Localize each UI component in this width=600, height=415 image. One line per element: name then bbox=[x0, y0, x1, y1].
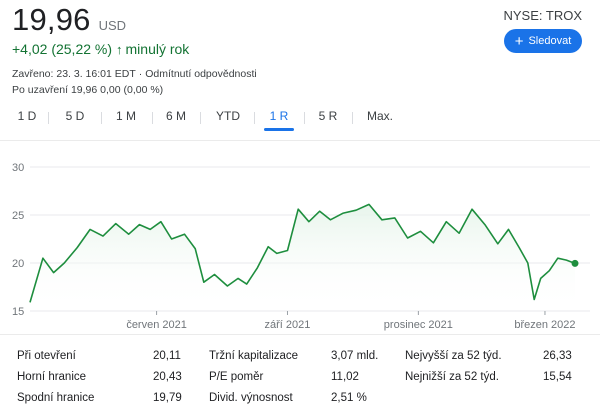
closed-time: Zavřeno: 23. 3. 16:01 EDT bbox=[12, 68, 136, 80]
tab-divider bbox=[304, 112, 305, 124]
tab-5r[interactable]: 5 R bbox=[318, 109, 338, 123]
tab-1m[interactable]: 1 M bbox=[115, 109, 137, 123]
currency-label: USD bbox=[98, 18, 127, 33]
price-chart[interactable]: červen 2021 září 2021 prosinec 2021 březen … bbox=[0, 150, 600, 340]
x-tick-label: prosinec 2021 bbox=[384, 319, 453, 331]
tab-divider bbox=[101, 112, 102, 124]
stat-low-value: 19,79 bbox=[153, 392, 182, 404]
divider-line bbox=[0, 140, 600, 141]
x-tick-label: červen 2021 bbox=[126, 319, 187, 331]
follow-label: Sledovat bbox=[528, 35, 572, 47]
current-price-dot bbox=[571, 259, 579, 267]
stat-dividend-label: Divid. výnosnost bbox=[209, 392, 293, 404]
stat-52w-low-value: 15,54 bbox=[543, 371, 572, 383]
price-row: 19,96 USD bbox=[12, 2, 126, 38]
tab-6m[interactable]: 6 M bbox=[165, 109, 187, 123]
stat-open-value: 20,11 bbox=[153, 350, 181, 362]
arrow-up-icon: ↑ bbox=[116, 41, 123, 57]
y-tick-label: 15 bbox=[12, 306, 24, 318]
change-period: minulý rok bbox=[125, 41, 190, 57]
tab-divider bbox=[152, 112, 153, 124]
current-price: 19,96 bbox=[12, 2, 91, 37]
disclaimer-link[interactable]: Odmítnutí odpovědnosti bbox=[145, 68, 257, 80]
price-change: +4,02 (25,22 %) ↑ minulý rok bbox=[12, 41, 189, 57]
price-line bbox=[29, 203, 576, 303]
market-status: Zavřeno: 23. 3. 16:01 EDT · Odmítnutí odpo… bbox=[12, 68, 257, 80]
tab-1r[interactable]: 1 R bbox=[269, 109, 289, 123]
stat-52w-high-value: 26,33 bbox=[543, 350, 572, 362]
ticker-symbol: NYSE: TROX bbox=[503, 8, 582, 23]
stat-market-cap-label: Tržní kapitalizace bbox=[209, 350, 299, 362]
tab-max[interactable]: Max. bbox=[366, 109, 394, 123]
stat-52w-high-label: Nejvyšší za 52 týd. bbox=[405, 350, 502, 362]
active-tab-indicator bbox=[264, 128, 294, 131]
stat-low-label: Spodní hranice bbox=[17, 392, 95, 404]
y-tick-label: 20 bbox=[12, 258, 24, 270]
tab-divider bbox=[48, 112, 49, 124]
x-tick-label: březen 2022 bbox=[514, 319, 575, 331]
after-hours-price: Po uzavření 19,96 0,00 (0,00 %) bbox=[12, 84, 164, 96]
stat-open-label: Při otevření bbox=[17, 350, 76, 362]
tab-divider bbox=[254, 112, 255, 124]
stat-market-cap-value: 3,07 mld. bbox=[331, 350, 379, 362]
tab-ytd[interactable]: YTD bbox=[216, 109, 240, 123]
price-area bbox=[30, 204, 575, 311]
tab-divider bbox=[352, 112, 353, 124]
tab-divider bbox=[200, 112, 201, 124]
y-tick-label: 30 bbox=[12, 162, 24, 174]
stat-pe-value: 11,02 bbox=[331, 371, 359, 383]
plus-icon: + bbox=[514, 32, 524, 50]
y-tick-label: 25 bbox=[12, 210, 24, 222]
follow-button[interactable]: + Sledovat bbox=[504, 29, 582, 53]
stat-dividend-value: 2,51 % bbox=[331, 392, 367, 404]
change-value: +4,02 (25,22 %) bbox=[12, 41, 113, 57]
tab-1d[interactable]: 1 D bbox=[17, 109, 37, 123]
tab-5d[interactable]: 5 D bbox=[65, 109, 85, 123]
divider-line bbox=[0, 334, 600, 335]
stat-high-value: 20,43 bbox=[153, 371, 182, 383]
stat-high-label: Horní hranice bbox=[17, 371, 87, 383]
x-tick-label: září 2021 bbox=[265, 319, 311, 331]
range-tabs: 1 D 5 D 1 M 6 M YTD 1 R 5 R Max. bbox=[0, 109, 600, 131]
stat-pe-label: P/E poměr bbox=[209, 371, 264, 383]
stat-52w-low-label: Nejnižší za 52 týd. bbox=[405, 371, 499, 383]
